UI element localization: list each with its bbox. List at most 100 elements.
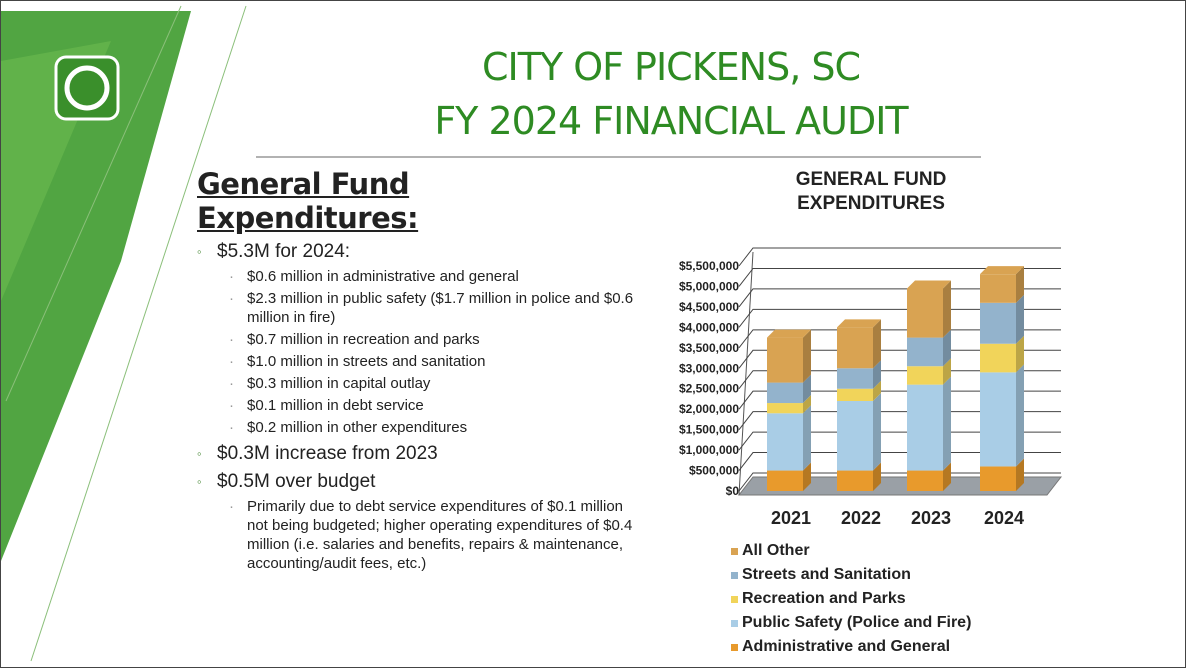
bar-side [1016, 364, 1024, 467]
bar-side [943, 280, 951, 338]
legend-swatch [731, 548, 738, 555]
grid-line [738, 472, 1061, 492]
bar-side [873, 319, 881, 369]
legend-label: All Other [742, 542, 810, 559]
grid-line [738, 452, 1061, 471]
bullet: $0.5M over budget [197, 471, 637, 493]
bar-side [1016, 335, 1024, 373]
bar-segment [837, 388, 873, 401]
heading: General Fund Expenditures: [197, 167, 419, 235]
grid-line [738, 411, 1061, 430]
sub-bullet: $0.1 million in debt service [229, 396, 637, 415]
grid-line [738, 329, 1061, 349]
legend-label: Public Safety (Police and Fire) [742, 614, 971, 631]
bar-segment [767, 413, 803, 471]
sub-bullet: $0.7 million in recreation and parks [229, 330, 637, 349]
bar-side [803, 405, 811, 471]
grid-line [738, 431, 1061, 451]
y-tick-label: $5,500,000 [679, 259, 739, 273]
bar-segment [980, 302, 1016, 344]
bar-side [943, 462, 951, 491]
x-tick-label: 2023 [911, 508, 951, 528]
legend-swatch [731, 620, 738, 627]
x-tick-label: 2022 [841, 508, 881, 528]
bar-side [873, 380, 881, 401]
sub-bullet: $0.2 million in other expenditures [229, 418, 637, 437]
y-tick-label: $4,000,000 [679, 320, 739, 334]
y-tick-label: $500,000 [689, 464, 739, 478]
bar-segment [767, 337, 803, 383]
bullet: $0.3M increase from 2023 [197, 443, 637, 465]
bar-segment [837, 401, 873, 471]
logo-mark [64, 65, 110, 111]
x-tick-label: 2021 [771, 508, 811, 528]
y-tick-label: $4,500,000 [679, 300, 739, 314]
y-tick-label: $1,500,000 [679, 423, 739, 437]
decor-line [30, 5, 247, 662]
decor-line [5, 5, 182, 402]
bar-side [943, 376, 951, 471]
grid-line [738, 308, 1061, 328]
bar-top [767, 329, 811, 338]
bar-side [873, 462, 881, 491]
bar-segment [980, 343, 1016, 373]
bar-top [980, 266, 1024, 275]
legend-label: Administrative and General [742, 638, 950, 655]
bar-segment [837, 368, 873, 389]
bar-segment [837, 327, 873, 369]
bar-side [1016, 458, 1024, 491]
y-tick-label: $5,000,000 [679, 279, 739, 293]
bar-segment [767, 470, 803, 491]
y-tick-label: $1,000,000 [679, 443, 739, 457]
bar-segment [767, 382, 803, 404]
bar-side [803, 329, 811, 383]
grid-line [738, 267, 1061, 287]
grid-line [738, 288, 1061, 308]
bar-side [803, 395, 811, 414]
bar-segment [767, 403, 803, 414]
grid-line [738, 247, 1061, 267]
chart-title: GENERAL FUND EXPENDITURES [795, 169, 947, 214]
y-tick-label: $2,000,000 [679, 402, 739, 416]
legend-label: Streets and Sanitation [742, 566, 911, 583]
bar-segment [907, 470, 943, 491]
bar-side [803, 462, 811, 491]
bar-segment [907, 337, 943, 367]
bar-side [873, 360, 881, 389]
bar-segment [980, 274, 1016, 303]
text-body: General Fund Expenditures: $5.3M for 202… [197, 167, 637, 576]
sub-bullet: $1.0 million in streets and sanitation [229, 352, 637, 371]
grid-line [738, 390, 1061, 410]
y-tick-label: $3,000,000 [679, 361, 739, 375]
grid-line [738, 370, 1061, 390]
bar-top [837, 319, 881, 328]
legend-swatch [731, 572, 738, 579]
title-line: CITY OF PICKENS, SC [481, 45, 861, 89]
y-tick-label: $2,500,000 [679, 382, 739, 396]
grid-line [738, 349, 1061, 369]
bar-segment [907, 288, 943, 338]
bar-segment [837, 470, 873, 491]
bar-side [873, 393, 881, 471]
sub-bullet: $0.6 million in administrative and gener… [229, 267, 637, 286]
bullet: $5.3M for 2024: [197, 241, 637, 263]
bar-segment [980, 372, 1016, 467]
y-tick-label: $0 [726, 484, 740, 498]
legend-swatch [731, 644, 738, 651]
bar-top [907, 280, 951, 289]
bar-segment [907, 366, 943, 385]
y-tick-label: $3,500,000 [679, 341, 739, 355]
bar-side [1016, 294, 1024, 344]
title-line: FY 2024 FINANCIAL AUDIT [434, 99, 908, 143]
bar-side [803, 374, 811, 404]
x-tick-label: 2024 [984, 508, 1024, 528]
bar-segment [980, 466, 1016, 491]
sub-bullet: Primarily due to debt service expenditur… [229, 497, 637, 573]
bar-side [943, 329, 951, 367]
sub-bullet: $0.3 million in capital outlay [229, 374, 637, 393]
legend-label: Recreation and Parks [742, 590, 906, 607]
bar-segment [907, 384, 943, 471]
